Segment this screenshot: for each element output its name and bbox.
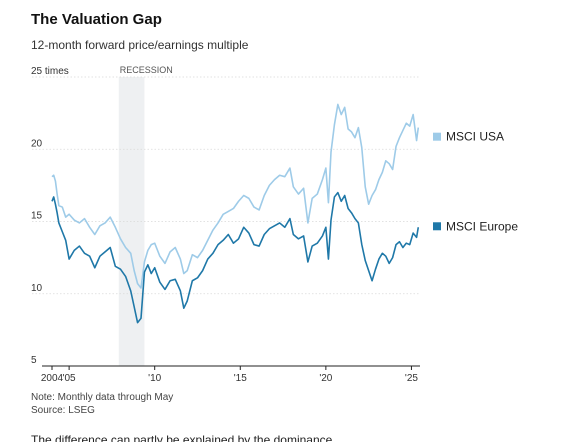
chart-title: The Valuation Gap <box>31 11 162 28</box>
y-tick-label: 15 <box>31 211 43 222</box>
x-tick-label: '25 <box>405 373 418 384</box>
grid-layer: 5 10 15 20 25 times <box>31 66 420 366</box>
recession-layer: RECESSION <box>118 65 173 366</box>
legend-swatch <box>433 222 441 231</box>
legend-label: MSCI USA <box>446 130 504 144</box>
chart-note: Note: Monthly data through May <box>31 392 174 403</box>
x-tick-label: '15 <box>234 373 247 384</box>
x-tick-label: '05 <box>63 373 76 384</box>
chart-subtitle: 12-month forward price/earnings multiple <box>31 38 249 52</box>
x-tick-label: '20 <box>319 373 332 384</box>
legend-swatch <box>433 132 441 141</box>
axis-layer: 2004'05 '10 '15 '20 '25 <box>41 365 420 384</box>
y-tick-label: 20 <box>31 138 43 149</box>
recession-label: RECESSION <box>120 65 173 75</box>
legend-layer: MSCI USA MSCI Europe <box>433 130 518 233</box>
cutoff-text: The difference can partly be explained b… <box>31 434 333 442</box>
x-tick-label: 2004 <box>41 373 64 384</box>
x-tick-label: '10 <box>148 373 161 384</box>
y-tick-label: 10 <box>31 283 43 294</box>
series-layer <box>51 103 420 324</box>
y-tick-label: 25 times <box>31 66 69 77</box>
chart-source: Source: LSEG <box>31 405 95 416</box>
y-tick-label: 5 <box>31 355 37 366</box>
series-line-msci-usa <box>51 103 420 289</box>
series-line-msci-europe <box>51 191 420 324</box>
cutoff-text-line: The difference can partly be explained b… <box>31 434 461 442</box>
legend-label: MSCI Europe <box>446 219 518 233</box>
